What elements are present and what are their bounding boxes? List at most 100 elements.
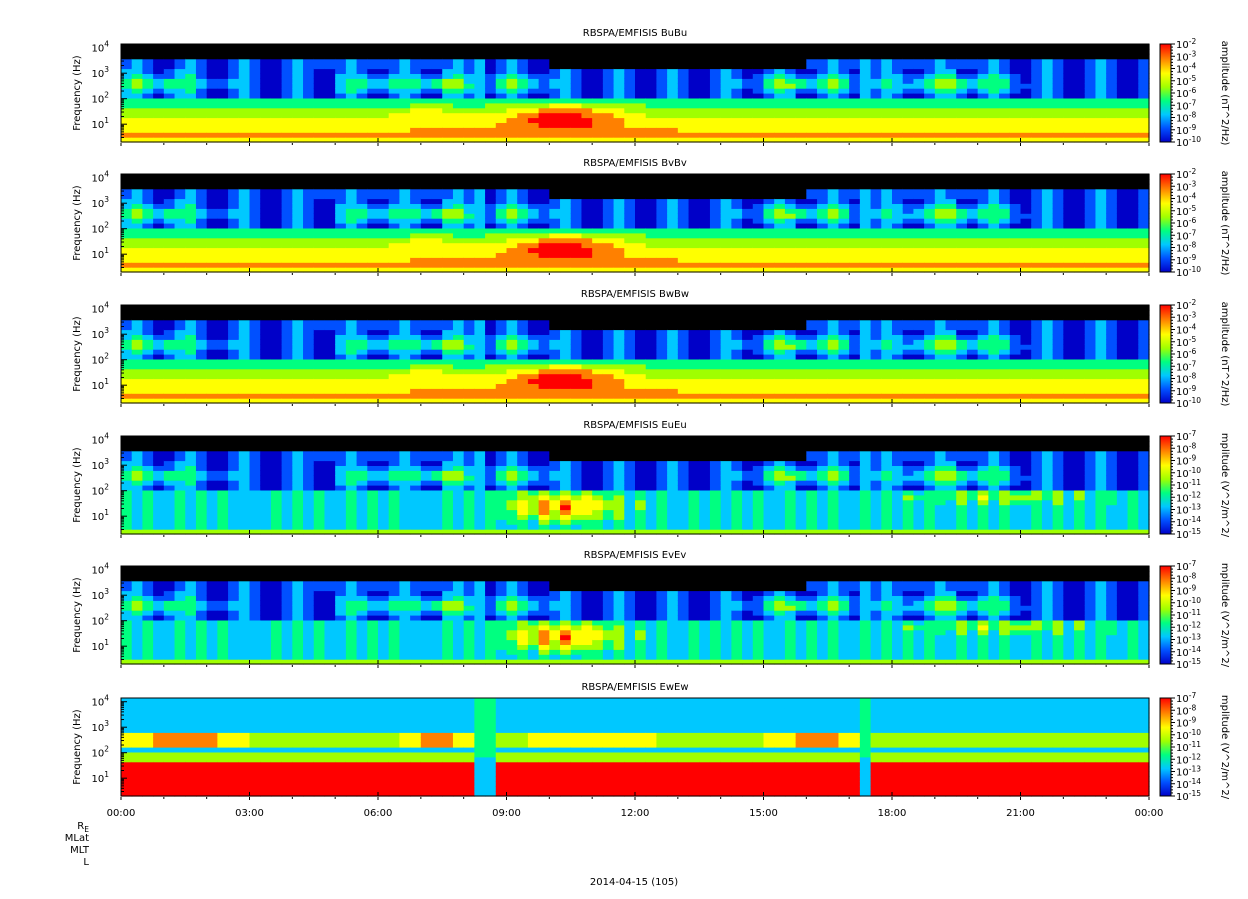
heatmap-cell	[645, 237, 658, 244]
heatmap-cell	[763, 48, 775, 55]
heatmap-cell	[924, 237, 936, 244]
heatmap-cell	[442, 383, 454, 389]
heatmap-cell	[667, 208, 679, 214]
heatmap-cell	[260, 344, 272, 350]
heatmap-cell	[859, 78, 872, 84]
heatmap-cell	[795, 127, 807, 133]
heatmap-cell	[506, 247, 518, 253]
heatmap-cell	[410, 198, 422, 204]
heatmap-cell	[163, 198, 176, 204]
heatmap-cell	[538, 305, 550, 311]
heatmap-cell	[463, 398, 475, 404]
heatmap-cell	[153, 88, 165, 94]
heatmap-cell	[260, 354, 272, 360]
heatmap-cell	[281, 73, 293, 79]
heatmap-cell	[420, 237, 433, 244]
heatmap-cell	[859, 174, 872, 180]
heatmap-cell	[677, 68, 690, 74]
heatmap-cell	[217, 208, 229, 214]
heatmap-cell	[731, 232, 743, 239]
heatmap-cell	[517, 127, 529, 133]
heatmap-cell	[378, 368, 390, 375]
heatmap-cell	[206, 44, 218, 50]
heatmap-cell	[185, 73, 197, 79]
heatmap-cell	[549, 44, 561, 50]
heatmap-cell	[827, 112, 840, 119]
heatmap-cell	[185, 373, 197, 380]
heatmap-cell	[506, 97, 518, 104]
heatmap-cell	[1116, 208, 1129, 214]
heatmap-cell	[367, 208, 379, 214]
heatmap-cell	[485, 267, 497, 273]
heatmap-cell	[292, 373, 304, 380]
heatmap-cell	[752, 242, 765, 249]
heatmap-cell	[988, 63, 1000, 70]
heatmap-cell	[1106, 237, 1118, 244]
heatmap-cell	[1041, 53, 1054, 60]
heatmap-cell	[624, 93, 636, 99]
heatmap-cell	[1138, 267, 1150, 273]
heatmap-cell	[324, 183, 336, 190]
heatmap-cell	[1127, 58, 1139, 65]
heatmap-cell	[709, 183, 722, 190]
heatmap-cell	[945, 83, 957, 89]
heatmap-cell	[538, 257, 550, 263]
heatmap-cell	[645, 242, 658, 249]
heatmap-cell	[784, 83, 797, 89]
heatmap-cell	[560, 242, 572, 249]
heatmap-cell	[1138, 93, 1150, 99]
heatmap-cell	[313, 58, 326, 65]
heatmap-cell	[420, 368, 433, 375]
heatmap-cell	[153, 208, 165, 214]
heatmap-cell	[163, 78, 176, 84]
heatmap-cell	[442, 319, 454, 326]
heatmap-cell	[838, 257, 850, 263]
heatmap-cell	[827, 223, 840, 229]
heatmap-cell	[881, 68, 893, 74]
heatmap-cell	[410, 218, 422, 224]
heatmap-cell	[613, 223, 625, 229]
heatmap-cell	[260, 242, 272, 249]
heatmap-cell	[270, 68, 283, 74]
heatmap-cell	[602, 247, 615, 253]
heatmap-cell	[249, 174, 261, 180]
heatmap-cell	[902, 237, 915, 244]
heatmap-cell	[1074, 208, 1086, 214]
heatmap-cell	[131, 363, 144, 370]
heatmap-cell	[892, 112, 904, 119]
heatmap-cell	[570, 237, 583, 244]
heatmap-cell	[206, 368, 218, 375]
heatmap-cell	[142, 223, 154, 229]
heatmap-cell	[506, 388, 518, 394]
heatmap-cell	[399, 363, 411, 370]
heatmap-cell	[720, 68, 732, 74]
heatmap-cell	[495, 247, 508, 253]
heatmap-cell	[956, 122, 968, 128]
heatmap-cell	[1052, 174, 1064, 180]
heatmap-cell	[570, 178, 583, 185]
heatmap-cell	[1020, 227, 1032, 234]
heatmap-cell	[249, 378, 261, 384]
heatmap-cell	[720, 267, 732, 273]
heatmap-cell	[720, 227, 732, 234]
heatmap-cell	[142, 93, 154, 99]
heatmap-cell	[999, 44, 1011, 50]
heatmap-cell	[956, 112, 968, 119]
heatmap-cell	[367, 324, 379, 331]
heatmap-cell	[656, 227, 668, 234]
heatmap-cell	[549, 218, 561, 224]
heatmap-cell	[613, 232, 625, 239]
heatmap-cell	[849, 58, 861, 65]
heatmap-cell	[474, 305, 486, 311]
heatmap-cell	[527, 63, 540, 70]
heatmap-cell	[977, 183, 989, 190]
heatmap-cell	[131, 198, 144, 204]
heatmap-cell	[999, 117, 1011, 123]
heatmap-cell	[335, 122, 347, 128]
heatmap-cell	[774, 267, 786, 273]
heatmap-cell	[1095, 137, 1107, 143]
heatmap-cell	[592, 218, 604, 224]
heatmap-cell	[667, 137, 679, 143]
heatmap-cell	[1084, 227, 1097, 234]
heatmap-cell	[517, 314, 529, 321]
